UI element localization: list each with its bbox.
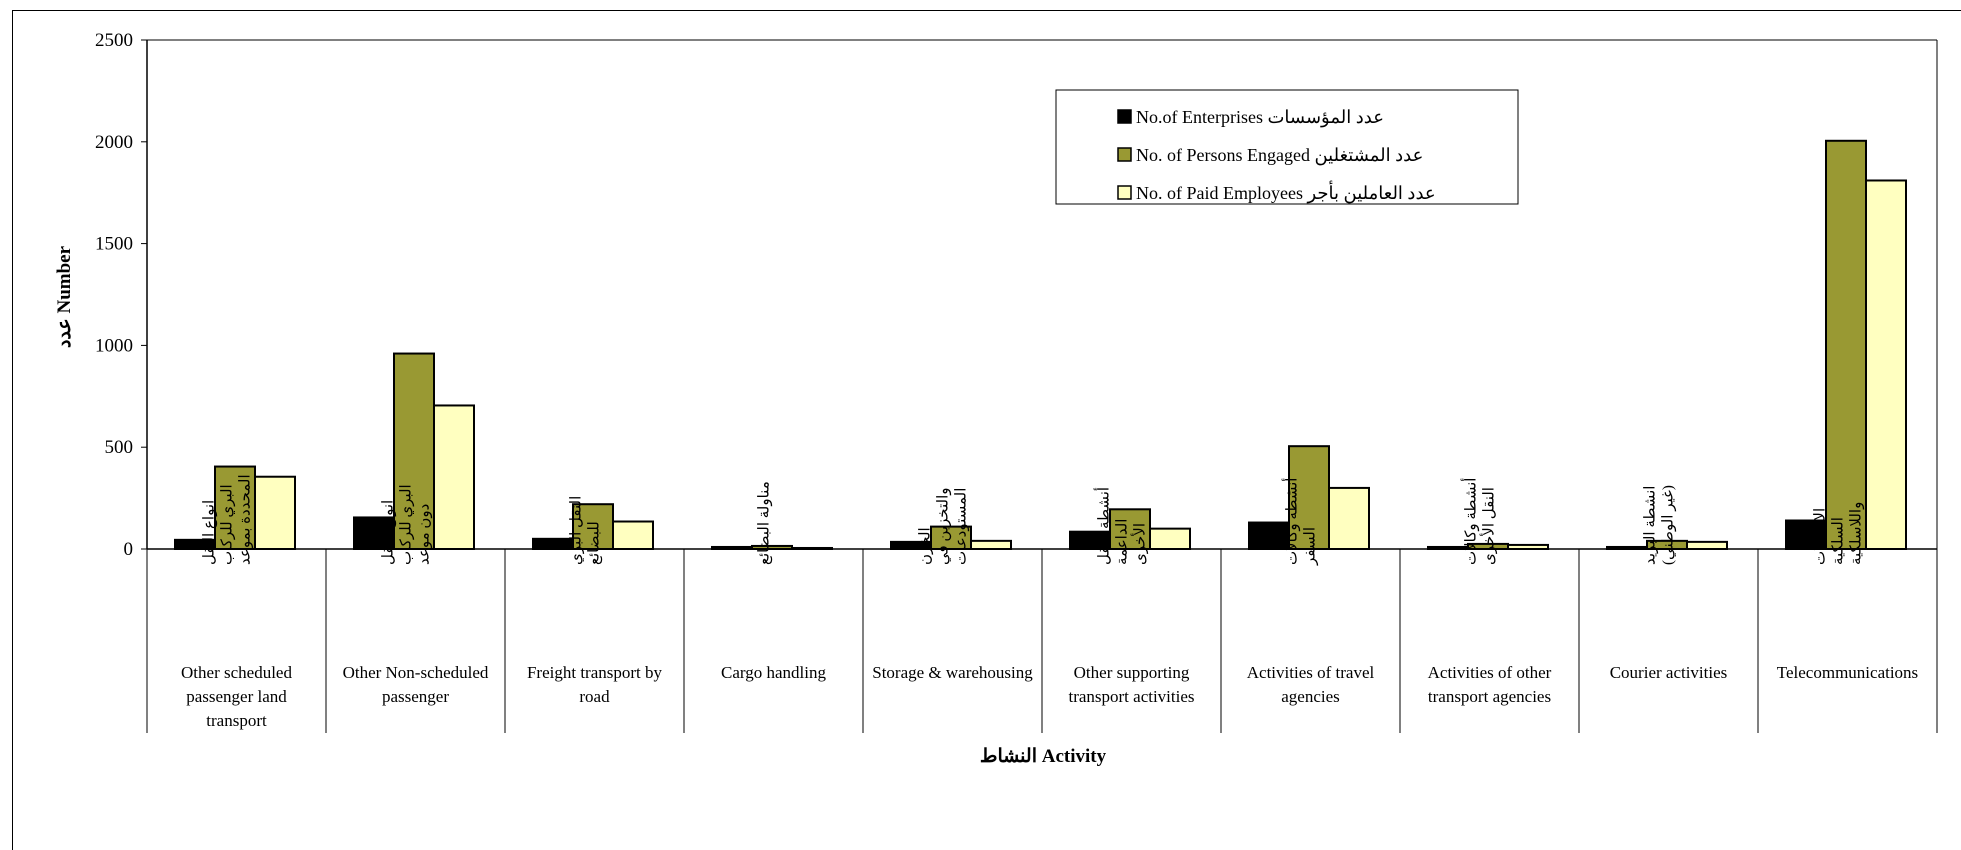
- legend-swatch-1: [1117, 109, 1132, 124]
- category-label-english: Cargo handling: [721, 663, 826, 682]
- category-label-arabic: المحددة بموعد: [238, 474, 254, 565]
- category-label-arabic: البري للركاب: [399, 484, 415, 565]
- legend-label-1: No.of Enterprises عدد المؤسسات: [1136, 107, 1384, 128]
- category-label-english: transport activities: [1068, 687, 1194, 706]
- legend-swatch-3: [1117, 185, 1132, 200]
- category-label-arabic: الاتصالات: [1813, 508, 1829, 565]
- y-tick-label: 2500: [95, 30, 133, 51]
- bar-series-3-category-2: [433, 404, 475, 550]
- category-label-arabic: السلكية: [1831, 517, 1847, 565]
- category-label-arabic: والتخزين في: [936, 488, 952, 565]
- category-label-arabic: الخزن: [918, 527, 934, 565]
- category-label-arabic: انواع النقل: [381, 500, 397, 565]
- y-axis-title: عدد Number: [54, 245, 75, 348]
- category-label-arabic: انواع النقل: [202, 500, 218, 565]
- bar-series-3-category-3: [612, 520, 654, 550]
- category-label-english: Storage & warehousing: [872, 663, 1033, 682]
- axes-layer: 0 500 1000 1500 2000 2500: [95, 30, 1938, 733]
- category-label-english: Other scheduled: [181, 663, 292, 682]
- bar-series-1-category-2: [353, 516, 395, 551]
- category-label-english: passenger land: [186, 687, 287, 706]
- category-label-arabic: البري للركاب: [220, 484, 236, 565]
- bar-series-3-category-9: [1686, 540, 1728, 551]
- category-label-english: Courier activities: [1610, 663, 1728, 682]
- y-tick-label: 500: [105, 437, 134, 458]
- bar-series-3-category-1: [254, 475, 296, 550]
- category-label-arabic: النقل الأخرى: [1480, 487, 1498, 565]
- chart-frame: [12, 10, 1961, 850]
- y-tick-label: 2000: [95, 132, 133, 153]
- category-label-arabic: السفر: [1303, 527, 1319, 566]
- bar-series-2-category-10: [1825, 139, 1867, 550]
- y-tick-label: 0: [124, 539, 134, 560]
- category-label-arabic: دون موعد: [417, 504, 433, 565]
- bar-series-2-category-6: [1109, 508, 1151, 551]
- category-label-arabic: الأخرى: [1131, 523, 1149, 565]
- category-label-arabic: أنشطة وكالات: [1461, 478, 1480, 565]
- x-axis-title: النشاط Activity: [980, 746, 1107, 767]
- category-label-arabic: مناولة البضائع: [757, 481, 773, 565]
- category-label-arabic: الداعمة: [1115, 519, 1131, 565]
- bar-series-3-category-7: [1328, 486, 1370, 551]
- legend-swatch-2: [1117, 147, 1132, 162]
- category-label-english: transport agencies: [1428, 687, 1551, 706]
- category-label-arabic: أنشطة وكالات: [1282, 478, 1301, 565]
- category-label-arabic: للبضائع: [587, 521, 603, 565]
- legend-label-3: No. of Paid Employees عدد العاملين بأجر: [1136, 180, 1436, 204]
- bar-series-2-category-2: [393, 352, 435, 550]
- bar-series-3-category-6: [1149, 527, 1191, 551]
- category-label-arabic: أنشطة النقل: [1094, 487, 1113, 565]
- category-label-english: transport: [206, 711, 267, 730]
- bar-series-3-category-10: [1865, 179, 1907, 550]
- category-labels-layer: انواع النقل البري للركاب المحددة بموعدOthe…: [181, 474, 1918, 730]
- category-label-english: Activities of travel: [1247, 663, 1375, 682]
- bars-layer: [174, 139, 1907, 551]
- y-tick-label: 1000: [95, 335, 133, 356]
- bar-series-1-category-7: [1248, 521, 1290, 550]
- category-label-english: Freight transport by: [527, 663, 663, 682]
- category-label-english: agencies: [1281, 687, 1340, 706]
- category-label-english: road: [579, 687, 610, 706]
- category-label-arabic: واللاسلكية: [1849, 502, 1865, 565]
- category-label-english: Other supporting: [1074, 663, 1190, 682]
- legend-label-2: No. of Persons Engaged عدد المشتغلين: [1136, 145, 1423, 166]
- category-label-arabic: انشطة البريد: [1643, 486, 1659, 565]
- bar-series-1-category-10: [1785, 519, 1827, 550]
- bar-series-3-category-5: [970, 539, 1012, 551]
- category-label-english: Telecommunications: [1777, 663, 1918, 682]
- legend: No.of Enterprises عدد المؤسسات No. of Per…: [1055, 89, 1519, 205]
- category-label-english: Other Non-scheduled: [343, 663, 489, 682]
- category-label-arabic: المستودعات: [954, 488, 970, 565]
- category-label-arabic: النقل البري: [569, 496, 585, 565]
- category-label-arabic: (غير الوطني): [1661, 485, 1677, 565]
- y-tick-label: 1500: [95, 234, 133, 255]
- bar-series-1-category-3: [532, 537, 574, 551]
- category-label-english: passenger: [382, 687, 449, 706]
- category-label-english: Activities of other: [1428, 663, 1552, 682]
- legend-box: [1055, 89, 1519, 205]
